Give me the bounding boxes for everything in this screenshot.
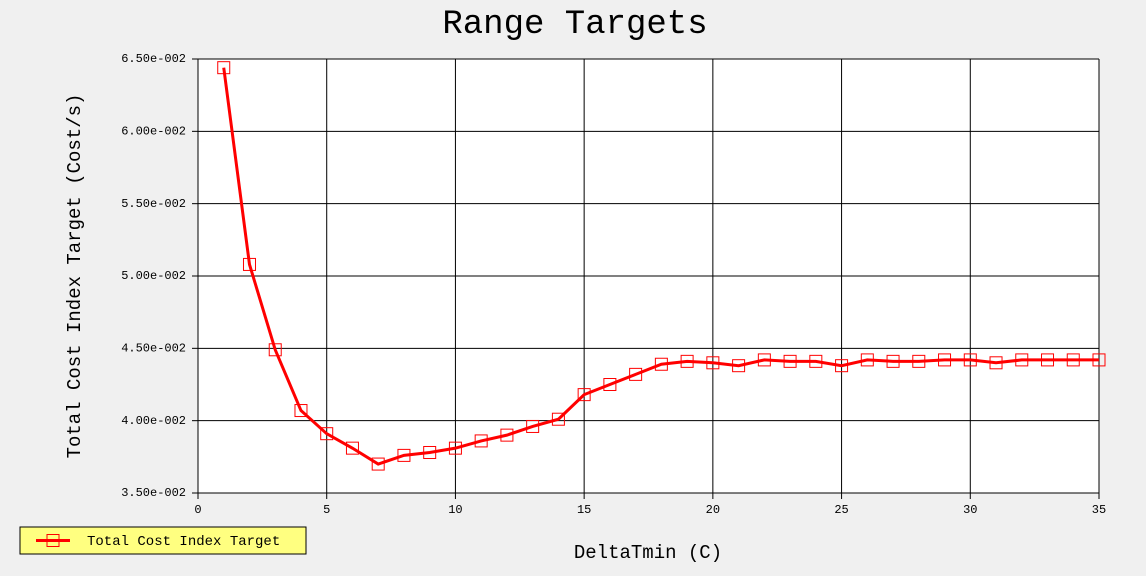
point-marker <box>242 257 256 271</box>
point-marker <box>500 428 514 442</box>
point-marker <box>963 353 977 367</box>
point-marker <box>938 353 952 367</box>
legend-marker <box>46 534 60 547</box>
series-line <box>222 67 1099 466</box>
point-marker <box>603 378 617 391</box>
point-marker <box>268 343 282 357</box>
point-marker <box>809 354 823 368</box>
y-tick-label: 6.50e-002 <box>121 52 186 66</box>
point-marker <box>320 427 334 441</box>
point-marker <box>989 356 1003 370</box>
y-axis-label: Total Cost Index Target (Cost/s) <box>64 94 86 459</box>
x-tick-label: 20 <box>706 503 720 517</box>
point-marker <box>757 353 771 367</box>
x-tick-label: 35 <box>1092 503 1106 517</box>
point-marker <box>217 61 231 75</box>
point-marker <box>397 448 411 462</box>
y-tick-label: 5.50e-002 <box>121 197 186 211</box>
x-tick-label: 10 <box>448 503 462 517</box>
x-tick-label: 25 <box>834 503 848 517</box>
point-marker <box>886 354 900 368</box>
point-marker <box>629 367 643 381</box>
point-marker <box>1015 353 1029 367</box>
point-marker <box>732 359 746 373</box>
x-axis-label: DeltaTmin (C) <box>574 542 722 564</box>
point-marker <box>474 434 488 448</box>
chart-title: Range Targets <box>442 6 707 44</box>
y-tick-label: 6.00e-002 <box>121 125 186 139</box>
point-marker <box>783 354 797 368</box>
point-marker <box>423 445 437 459</box>
point-marker <box>577 388 591 402</box>
y-tick-label: 4.50e-002 <box>121 342 186 356</box>
x-tick-label: 0 <box>194 503 201 517</box>
point-marker <box>294 404 308 418</box>
x-tick-label: 5 <box>323 503 330 517</box>
point-marker <box>860 353 874 367</box>
point-marker <box>1092 353 1106 367</box>
point-marker <box>912 354 926 368</box>
point-marker <box>448 441 462 455</box>
point-marker <box>526 419 540 433</box>
y-tick-label: 3.50e-002 <box>121 486 186 500</box>
y-tick-label: 4.00e-002 <box>121 414 186 428</box>
point-marker <box>835 359 849 373</box>
x-tick-label: 30 <box>963 503 977 517</box>
point-marker <box>654 357 668 371</box>
point-marker <box>1066 353 1080 367</box>
point-marker <box>371 457 385 471</box>
point-marker <box>551 412 565 426</box>
legend: Total Cost Index Target <box>19 526 307 555</box>
point-marker <box>345 441 359 455</box>
point-marker <box>706 356 720 370</box>
x-tick-label: 15 <box>577 503 591 517</box>
point-marker <box>680 354 694 368</box>
legend-label: Total Cost Index Target <box>87 534 280 550</box>
point-marker <box>1041 353 1055 367</box>
y-tick-label: 5.00e-002 <box>121 269 186 283</box>
